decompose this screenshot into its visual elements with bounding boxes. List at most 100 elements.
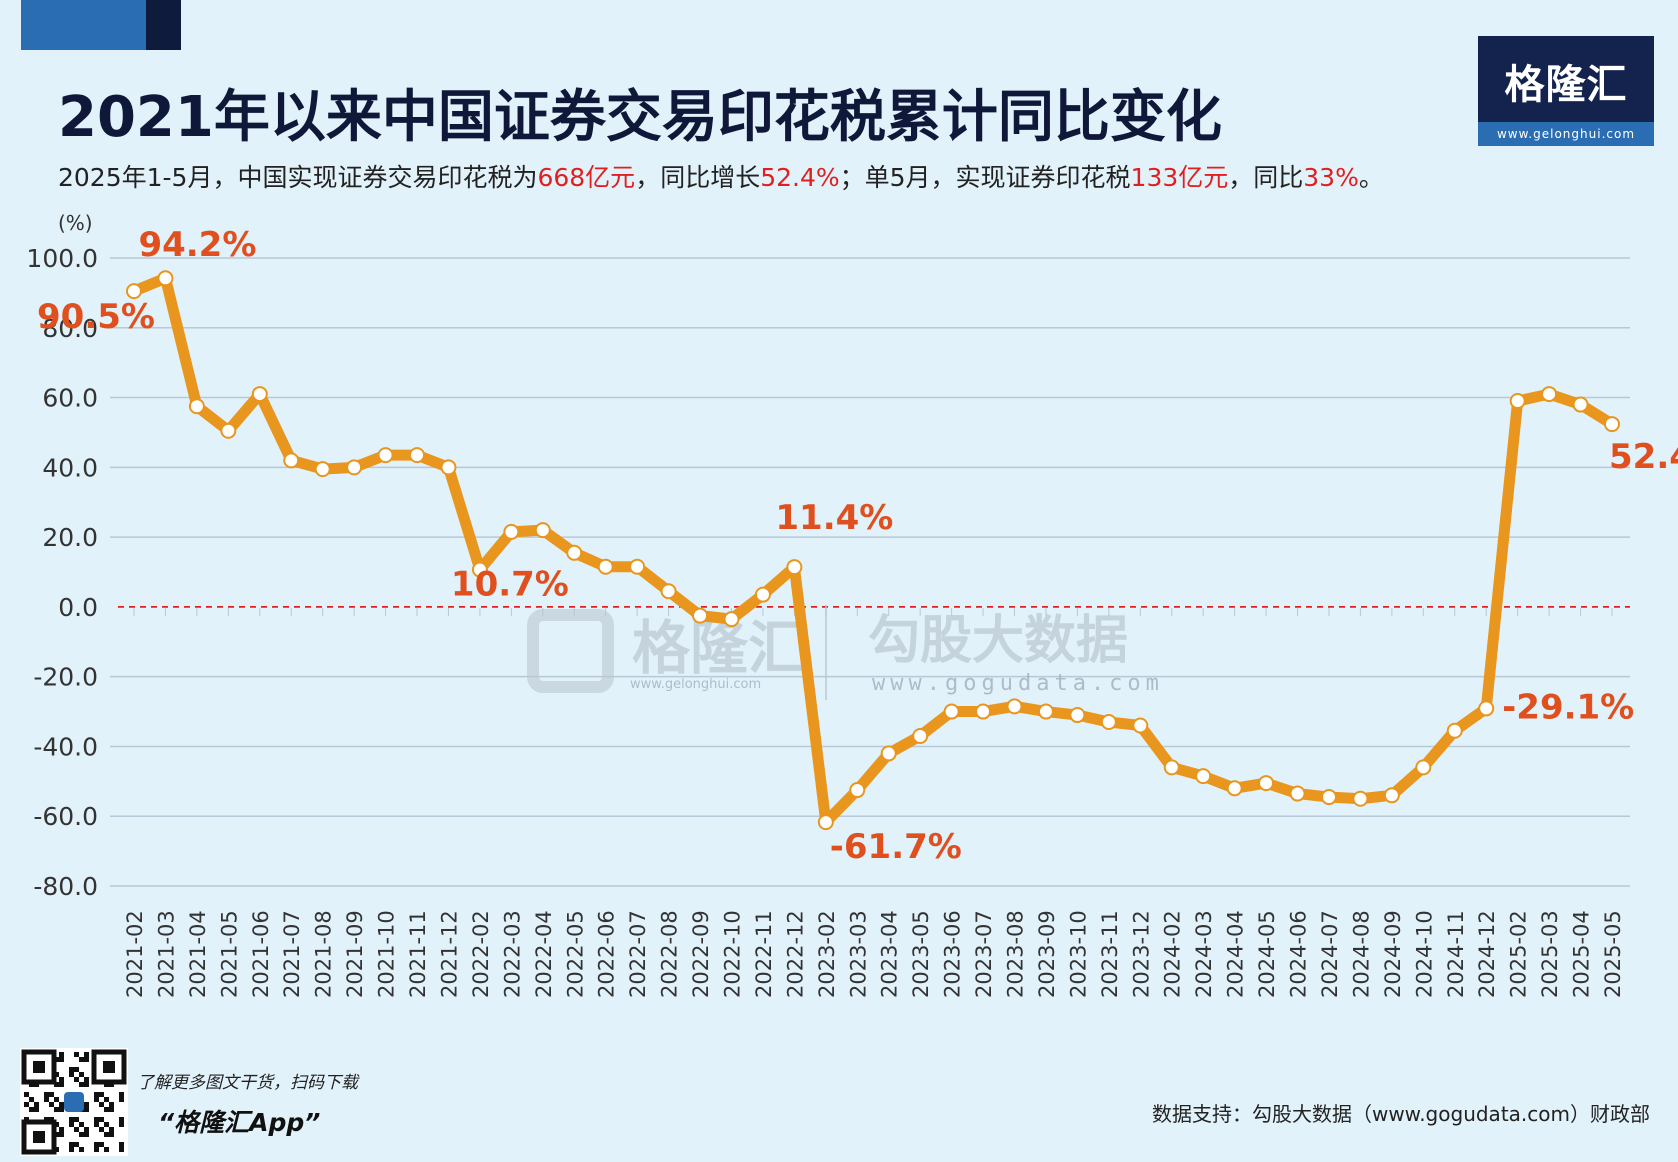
data-point bbox=[220, 422, 237, 439]
x-tick-label: 2021-03 bbox=[154, 910, 178, 998]
x-tick-label: 2024-05 bbox=[1255, 910, 1279, 998]
data-point bbox=[723, 611, 740, 628]
footer-app-name: “格隆汇App” bbox=[158, 1108, 321, 1137]
x-tick-label: 2023-06 bbox=[941, 910, 965, 998]
data-point bbox=[251, 386, 268, 403]
qr-module bbox=[54, 1107, 59, 1112]
qr-finder-center bbox=[103, 1061, 115, 1073]
brand-logo-url: www.gelonghui.com bbox=[1478, 122, 1654, 146]
qr-module bbox=[69, 1117, 74, 1122]
data-point bbox=[1163, 759, 1180, 776]
data-point bbox=[1006, 698, 1023, 715]
qr-module bbox=[119, 1097, 124, 1102]
data-point bbox=[1572, 396, 1589, 413]
qr-module bbox=[109, 1107, 114, 1112]
qr-module bbox=[99, 1102, 104, 1107]
y-tick-label: -20.0 bbox=[33, 663, 98, 692]
qr-module bbox=[94, 1142, 99, 1147]
x-tick-label: 2024-10 bbox=[1412, 910, 1436, 998]
qr-module bbox=[74, 1127, 79, 1132]
qr-module bbox=[59, 1132, 64, 1137]
x-tick-label: 2021-09 bbox=[343, 910, 367, 998]
qr-module bbox=[59, 1082, 64, 1087]
x-tick-label: 2021-06 bbox=[249, 910, 273, 998]
qr-module bbox=[69, 1122, 74, 1127]
qr-module bbox=[94, 1147, 99, 1152]
data-point bbox=[660, 583, 677, 600]
data-point bbox=[1446, 722, 1463, 739]
qr-code[interactable] bbox=[20, 1048, 128, 1156]
qr-module bbox=[49, 1092, 54, 1097]
data-point bbox=[314, 461, 331, 478]
x-tick-label: 2024-06 bbox=[1287, 910, 1311, 998]
qr-module bbox=[84, 1082, 89, 1087]
y-tick-label: 60.0 bbox=[42, 384, 98, 413]
chart-annotations: 90.5% 94.2% 10.7% 11.4% -61.7% -29.1% 52.4% bbox=[37, 225, 1678, 867]
x-tick-label: 2022-09 bbox=[689, 910, 713, 998]
qr-module bbox=[59, 1052, 64, 1057]
x-tick-label: 2022-11 bbox=[752, 910, 776, 998]
qr-module bbox=[74, 1052, 79, 1057]
qr-code-icon bbox=[21, 1049, 127, 1155]
x-tick-label: 2024-08 bbox=[1349, 910, 1373, 998]
x-tick-label: 2024-03 bbox=[1192, 910, 1216, 998]
data-label: 52.4% bbox=[1609, 437, 1678, 477]
x-tick-label: 2023-03 bbox=[846, 910, 870, 998]
x-tick-label: 2023-02 bbox=[815, 910, 839, 998]
qr-module bbox=[94, 1092, 99, 1097]
qr-module bbox=[84, 1057, 89, 1062]
data-point bbox=[566, 544, 583, 561]
qr-module bbox=[104, 1132, 109, 1137]
header-accent-blue bbox=[21, 0, 146, 50]
y-tick-label: 40.0 bbox=[42, 453, 98, 482]
x-tick-label: 2024-11 bbox=[1444, 910, 1468, 998]
x-tick-label: 2024-07 bbox=[1318, 910, 1342, 998]
data-point bbox=[157, 270, 174, 287]
x-tick-label: 2021-12 bbox=[437, 910, 461, 998]
qr-module bbox=[84, 1127, 89, 1132]
qr-module bbox=[94, 1097, 99, 1102]
x-tick-label: 2021-08 bbox=[312, 910, 336, 998]
data-point bbox=[126, 283, 142, 300]
qr-module bbox=[84, 1052, 89, 1057]
data-label: -29.1% bbox=[1502, 687, 1634, 727]
brand-logo-text: 格隆汇 bbox=[1504, 62, 1628, 108]
data-point bbox=[1604, 416, 1620, 433]
x-tick-label: 2021-02 bbox=[123, 910, 147, 998]
qr-module bbox=[119, 1147, 124, 1152]
data-point bbox=[975, 703, 992, 720]
subtitle-text: 2025年1-5月，中国实现证券交易印花税为 bbox=[58, 163, 538, 192]
qr-module bbox=[99, 1127, 104, 1132]
qr-module bbox=[79, 1122, 84, 1127]
data-point bbox=[188, 398, 205, 415]
watermark-logo-icon bbox=[527, 609, 614, 693]
subtitle-text: 。 bbox=[1358, 163, 1384, 192]
qr-module bbox=[54, 1097, 59, 1102]
data-point bbox=[629, 558, 646, 575]
qr-module bbox=[69, 1067, 74, 1072]
qr-module bbox=[59, 1127, 64, 1132]
data-point bbox=[1037, 703, 1054, 720]
qr-module bbox=[34, 1107, 39, 1112]
qr-module bbox=[119, 1092, 124, 1097]
data-point bbox=[377, 447, 394, 464]
qr-module bbox=[84, 1077, 89, 1082]
x-tick-label: 2024-02 bbox=[1161, 910, 1185, 998]
data-point bbox=[1258, 775, 1275, 792]
data-point bbox=[1226, 780, 1243, 797]
qr-module bbox=[44, 1097, 49, 1102]
data-point bbox=[1320, 789, 1337, 806]
data-point bbox=[1289, 785, 1306, 802]
x-tick-label: 2022-06 bbox=[595, 910, 619, 998]
data-point bbox=[283, 452, 300, 469]
data-point bbox=[1383, 787, 1400, 804]
subtitle-highlight: 133亿元 bbox=[1130, 163, 1229, 192]
qr-module bbox=[94, 1122, 99, 1127]
qr-module bbox=[74, 1067, 79, 1072]
qr-module bbox=[84, 1132, 89, 1137]
data-label: 94.2% bbox=[138, 225, 256, 265]
qr-module bbox=[104, 1107, 109, 1112]
qr-logo-icon bbox=[64, 1092, 84, 1112]
qr-module bbox=[74, 1142, 79, 1147]
y-axis-unit: (%) bbox=[58, 211, 93, 235]
